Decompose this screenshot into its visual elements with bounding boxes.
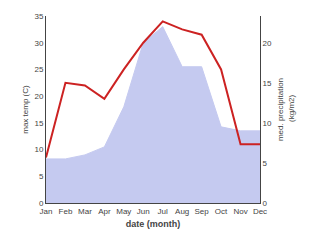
svg-text:25: 25 xyxy=(34,65,43,74)
svg-text:Nov: Nov xyxy=(233,207,247,216)
svg-text:20: 20 xyxy=(263,38,272,47)
svg-text:Jun: Jun xyxy=(137,207,150,216)
svg-text:Aug: Aug xyxy=(175,207,189,216)
svg-text:Dec: Dec xyxy=(253,207,267,216)
svg-text:0: 0 xyxy=(39,199,44,208)
svg-text:15: 15 xyxy=(263,79,272,88)
svg-text:Apr: Apr xyxy=(98,207,111,216)
svg-text:0: 0 xyxy=(263,199,268,208)
svg-text:5: 5 xyxy=(263,159,268,168)
svg-text:Sep: Sep xyxy=(195,207,210,216)
svg-text:Mar: Mar xyxy=(78,207,92,216)
svg-text:May: May xyxy=(116,207,131,216)
svg-text:15: 15 xyxy=(34,119,43,128)
svg-text:Oct: Oct xyxy=(215,207,228,216)
svg-text:10: 10 xyxy=(263,119,272,128)
svg-text:Jul: Jul xyxy=(158,207,168,216)
svg-text:20: 20 xyxy=(34,92,43,101)
svg-text:date (month): date (month) xyxy=(126,219,181,229)
svg-text:35: 35 xyxy=(34,12,43,21)
svg-text:med. precipitation (kg/m2): med. precipitation (kg/m2) xyxy=(276,78,295,141)
svg-text:Jan: Jan xyxy=(40,207,53,216)
svg-text:max temp (C): max temp (C) xyxy=(21,85,30,134)
svg-text:30: 30 xyxy=(34,39,43,48)
svg-text:5: 5 xyxy=(39,172,44,181)
svg-text:Feb: Feb xyxy=(59,207,73,216)
svg-text:10: 10 xyxy=(34,145,43,154)
